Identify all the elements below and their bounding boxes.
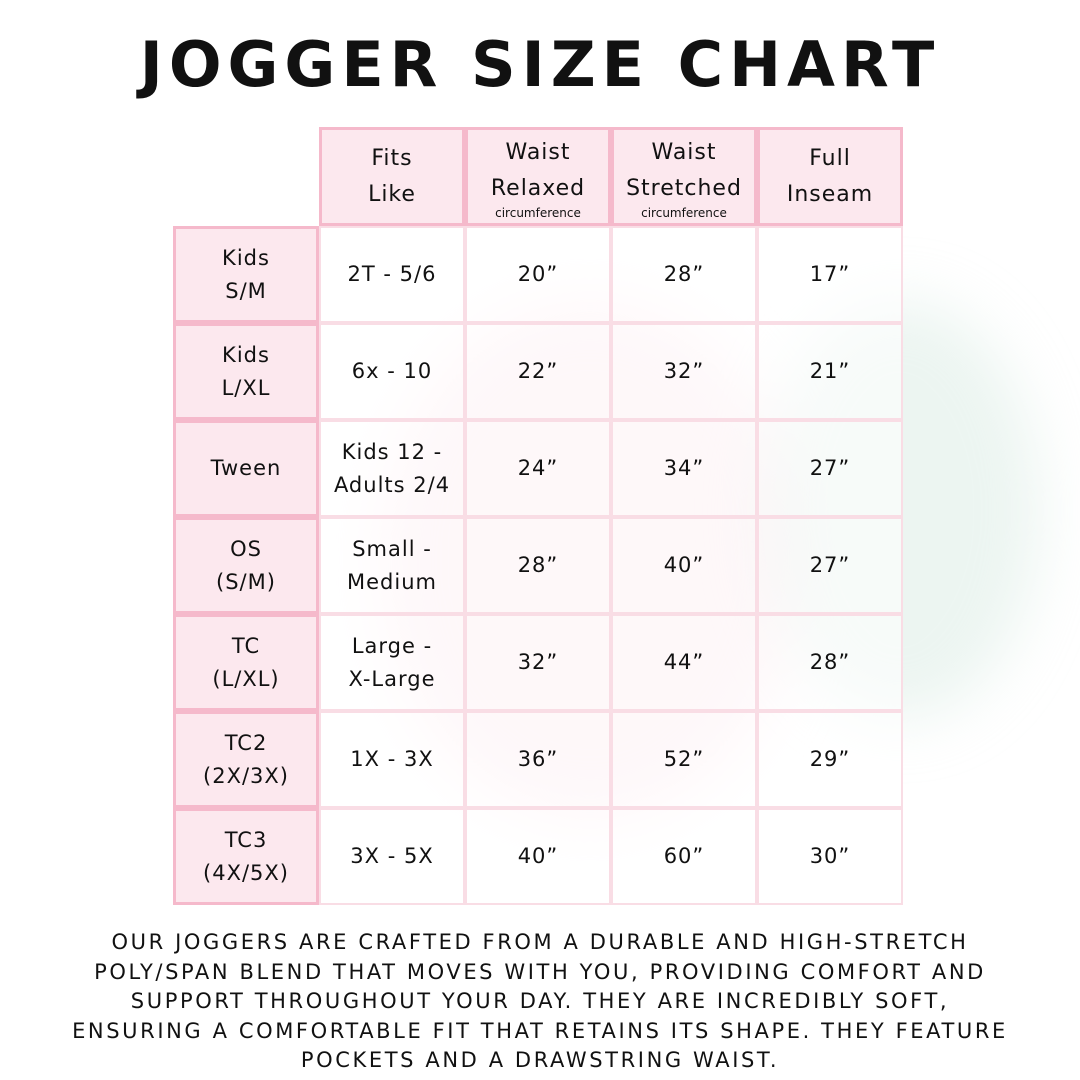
description-line: support throughout your day. They are in… [130, 989, 950, 1013]
fits-line: Medium [347, 569, 437, 594]
waist-relaxed-cell: 22” [465, 323, 611, 420]
header-line: Inseam [786, 181, 874, 207]
header-row: Fits Like Waist Relaxed circumference Waist… [173, 127, 903, 226]
size-line: Tween [210, 456, 282, 480]
waist-stretched-cell: 60” [611, 808, 757, 905]
header-line: Stretched [626, 175, 742, 201]
fits-line: Kids 12 - [341, 439, 443, 464]
size-line: S/M [225, 278, 267, 303]
waist-stretched-cell: 28” [611, 226, 757, 323]
fits-line: 6x - 10 [351, 359, 433, 383]
size-line: Kids [222, 342, 270, 367]
size-line: OS [230, 536, 262, 561]
full-inseam-cell: 27” [757, 517, 903, 614]
fits-like-cell: 1X - 3X [319, 711, 465, 808]
table-row: Kids L/XL 6x - 10 22” 32” 21” [173, 323, 903, 420]
fits-line: 2T - 5/6 [347, 262, 437, 286]
size-line: TC3 [224, 827, 268, 852]
fits-like-cell: 3X - 5X [319, 808, 465, 905]
description-line: poly/span blend that moves with you, pro… [94, 959, 986, 984]
waist-stretched-cell: 44” [611, 614, 757, 711]
description-line: pockets and a drawstring waist. [300, 1048, 780, 1072]
size-cell: TC (L/XL) [173, 614, 319, 711]
fits-like-cell: 6x - 10 [319, 323, 465, 420]
fits-like-cell: 2T - 5/6 [319, 226, 465, 323]
size-line: (4X/5X) [203, 860, 289, 885]
fits-line: 3X - 5X [350, 844, 434, 868]
size-cell: Kids S/M [173, 226, 319, 323]
header-line: Fits [371, 145, 413, 171]
fits-like-cell: Large - X-Large [319, 614, 465, 711]
header-line: Waist [505, 139, 571, 165]
description-line: Our joggers are crafted from a durable a… [111, 930, 969, 954]
waist-relaxed-cell: 40” [465, 808, 611, 905]
fits-line: 1X - 3X [350, 747, 434, 771]
waist-stretched-cell: 32” [611, 323, 757, 420]
column-header-waist-relaxed: Waist Relaxed circumference [465, 127, 611, 226]
table-row: TC (L/XL) Large - X-Large 32” 44” 28” [173, 614, 903, 711]
page-title: JOGGER SIZE CHART [139, 28, 941, 101]
header-line: Like [368, 181, 416, 207]
table-row: TC3 (4X/5X) 3X - 5X 40” 60” 30” [173, 808, 903, 905]
size-line: TC2 [224, 730, 268, 755]
size-line: (2X/3X) [203, 763, 289, 788]
full-inseam-cell: 28” [757, 614, 903, 711]
header-subtext: circumference [495, 205, 581, 220]
full-inseam-cell: 30” [757, 808, 903, 905]
full-inseam-cell: 21” [757, 323, 903, 420]
table-row: Kids S/M 2T - 5/6 20” 28” 17” [173, 226, 903, 323]
fits-line: X-Large [348, 666, 436, 691]
fits-like-cell: Small - Medium [319, 517, 465, 614]
size-line: (S/M) [216, 569, 276, 594]
full-inseam-cell: 27” [757, 420, 903, 517]
fits-line: Small - [352, 536, 432, 561]
header-line: Relaxed [490, 175, 586, 201]
size-cell: OS (S/M) [173, 517, 319, 614]
table-row: Tween Kids 12 - Adults 2/4 24” 34” 27” [173, 420, 903, 517]
size-cell: TC3 (4X/5X) [173, 808, 319, 905]
waist-relaxed-cell: 20” [465, 226, 611, 323]
waist-stretched-cell: 52” [611, 711, 757, 808]
full-inseam-cell: 29” [757, 711, 903, 808]
waist-stretched-cell: 40” [611, 517, 757, 614]
full-inseam-cell: 17” [757, 226, 903, 323]
product-description: Our joggers are crafted from a durable a… [0, 928, 1080, 1076]
fits-line: Large - [351, 633, 433, 658]
size-cell: TC2 (2X/3X) [173, 711, 319, 808]
header-line: Full [809, 145, 851, 171]
table-row: OS (S/M) Small - Medium 28” 40” 27” [173, 517, 903, 614]
fits-line: Adults 2/4 [333, 472, 451, 497]
size-line: Kids [222, 245, 270, 270]
column-header-waist-stretched: Waist Stretched circumference [611, 127, 757, 226]
size-cell: Kids L/XL [173, 323, 319, 420]
table-row: TC2 (2X/3X) 1X - 3X 36” 52” 29” [173, 711, 903, 808]
column-header-full-inseam: Full Inseam [757, 127, 903, 226]
size-cell: Tween [173, 420, 319, 517]
size-line: (L/XL) [212, 666, 280, 691]
waist-relaxed-cell: 24” [465, 420, 611, 517]
waist-relaxed-cell: 36” [465, 711, 611, 808]
waist-relaxed-cell: 28” [465, 517, 611, 614]
header-subtext: circumference [641, 205, 727, 220]
description-line: ensuring a comfortable fit that retains … [72, 1018, 1008, 1043]
corner-cell [173, 127, 319, 226]
header-line: Waist [651, 139, 717, 165]
fits-like-cell: Kids 12 - Adults 2/4 [319, 420, 465, 517]
waist-stretched-cell: 34” [611, 420, 757, 517]
size-line: L/XL [221, 375, 271, 400]
size-line: TC [231, 633, 261, 658]
waist-relaxed-cell: 32” [465, 614, 611, 711]
column-header-fits-like: Fits Like [319, 127, 465, 226]
size-chart-table: Fits Like Waist Relaxed circumference Waist… [173, 127, 903, 905]
